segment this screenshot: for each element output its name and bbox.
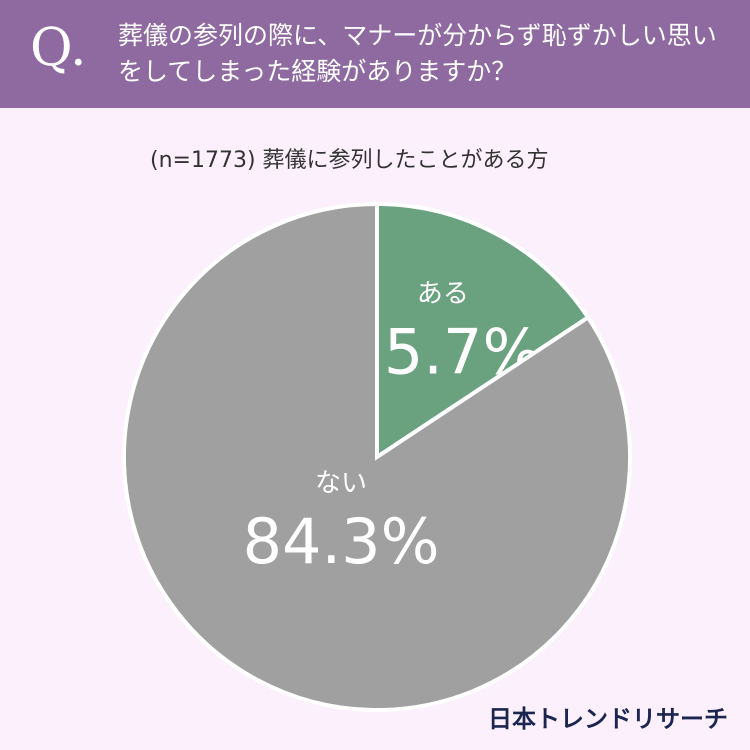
chart-title: 葬儀の参列の際に、マナーが分からず恥ずかしい思いをしてしまった経験がありますか？ bbox=[118, 21, 717, 86]
pie-slice bbox=[122, 201, 632, 712]
source: 日本トレンドリサーチ bbox=[488, 705, 728, 733]
slice-label: ある bbox=[417, 279, 469, 309]
header: Q. 葬儀の参列の際に、マナーが分からず恥ずかしい思いをしてしまった経験がありま… bbox=[0, 0, 750, 108]
pie-slice bbox=[375, 201, 591, 461]
subtitle: (n=1773) 葬儀に参列したことがある方 bbox=[150, 148, 549, 173]
value-label: 84.3% bbox=[243, 505, 440, 578]
question-mark: Q. bbox=[30, 18, 87, 78]
slice-label: ない bbox=[315, 468, 367, 498]
